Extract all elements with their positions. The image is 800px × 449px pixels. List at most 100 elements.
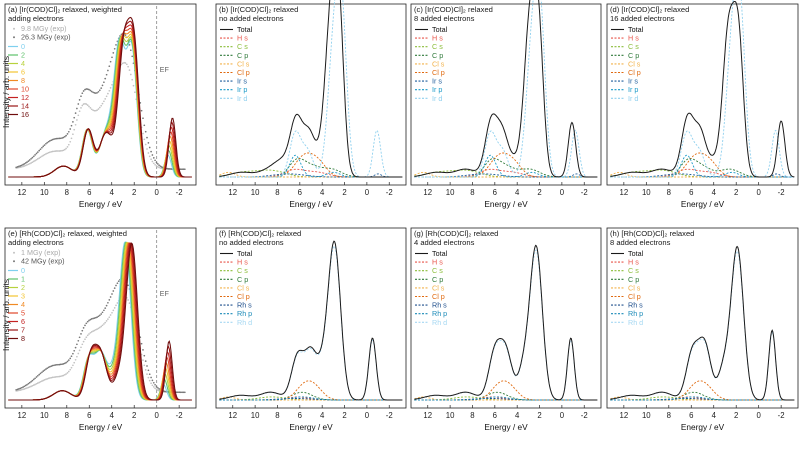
exp-point	[150, 382, 152, 385]
legend-entry: Rh d	[432, 318, 447, 327]
exp-point	[74, 346, 77, 349]
x-axis-label: Energy / eV	[681, 199, 725, 209]
legend-entry: 2	[21, 51, 25, 60]
exp-point	[89, 107, 92, 109]
exp-point	[58, 137, 61, 140]
x-tick-label: 2	[132, 188, 136, 197]
x-tick-label: 10	[446, 411, 455, 420]
exp-point	[146, 365, 148, 367]
exp-point	[166, 167, 169, 170]
x-tick-label: 8	[65, 411, 69, 420]
exp-point	[100, 313, 103, 315]
x-tick-label: 10	[40, 411, 49, 420]
exp-point	[50, 150, 53, 153]
exp-point	[155, 165, 158, 167]
exp-point	[167, 167, 170, 170]
exp-point	[156, 163, 159, 165]
exp-point	[85, 336, 88, 339]
exp-point	[182, 391, 185, 394]
exp-point	[108, 89, 111, 92]
exp-point	[55, 137, 58, 140]
x-tick-label: 8	[667, 411, 671, 420]
x-tick-label: 0	[560, 188, 565, 197]
exp-point	[121, 62, 124, 65]
exp-point	[46, 367, 49, 370]
exp-point	[98, 314, 101, 317]
exp-point	[69, 357, 72, 360]
exp-point	[105, 95, 108, 98]
panel-g: 12 10 8 6 4 2 0 -2 Energy / eV (g) [Rh(COD)Cl]₂ r…	[410, 227, 602, 432]
exp-point	[93, 92, 96, 94]
exp-point	[24, 384, 27, 387]
exp-point	[103, 100, 105, 103]
exp-point	[49, 377, 51, 379]
exp-point	[103, 81, 105, 84]
legend-entry: 0	[21, 266, 25, 275]
exp-point	[72, 352, 74, 355]
x-tick-label: 12	[228, 411, 237, 420]
exp-point	[34, 383, 36, 386]
x-tick-label: 0	[365, 188, 370, 197]
exp-point	[50, 139, 53, 142]
y-axis-label-bottom: Intensity / arb. units	[1, 279, 11, 351]
total-dos-line	[610, 1, 795, 178]
x-tick-label: 6	[689, 188, 693, 197]
exp-point	[181, 391, 183, 394]
exp-point	[147, 376, 150, 379]
exp-point	[182, 168, 185, 171]
exp-point	[18, 165, 20, 168]
exp-point	[108, 316, 111, 319]
pdos-c-p	[414, 157, 597, 178]
x-axis-label: Energy / eV	[681, 422, 725, 432]
legend-entry: 9.8 MGy (exp)	[21, 24, 67, 33]
exp-point	[113, 287, 116, 289]
exp-point	[65, 373, 67, 375]
exp-point	[84, 88, 86, 91]
exp-point	[28, 159, 31, 161]
exp-point	[81, 92, 84, 95]
exp-point	[49, 140, 51, 142]
exp-point	[36, 151, 39, 153]
exp-point	[103, 323, 105, 325]
exp-point	[90, 331, 93, 333]
exp-point	[109, 60, 112, 63]
exp-point	[69, 140, 72, 143]
exp-point	[88, 105, 90, 108]
exp-point	[155, 385, 158, 388]
exp-point	[100, 104, 103, 107]
x-tick-label: -2	[778, 411, 785, 420]
exp-point	[85, 322, 88, 325]
exp-point	[59, 375, 62, 378]
x-tick-label: 12	[423, 188, 432, 197]
legend-entry: Cl p	[628, 68, 641, 77]
exp-point	[38, 381, 41, 384]
exp-point	[142, 117, 144, 120]
exp-point	[84, 338, 86, 341]
exp-point	[144, 369, 147, 371]
legend-entry: 1	[21, 275, 25, 284]
legend-entry: C s	[237, 42, 248, 51]
legend-entry: Rh d	[628, 318, 643, 327]
panel-h: 12 10 8 6 4 2 0 -2 Energy / eV (h) [Rh(COD)Cl]₂ r…	[606, 227, 799, 432]
total-dos-line	[610, 245, 795, 401]
exp-point	[42, 154, 45, 157]
exp-point	[88, 333, 90, 335]
exp-point	[30, 162, 32, 164]
total-dos-line	[414, 244, 598, 401]
pdos-ir-d	[414, 0, 597, 178]
x-axis-label: Energy / eV	[484, 422, 528, 432]
exp-point	[156, 386, 159, 389]
fermi-level-label: EF	[160, 65, 170, 74]
exp-point	[86, 88, 89, 90]
legend-entry: 26.3 MGy (exp)	[21, 33, 71, 42]
exp-point	[74, 358, 77, 361]
x-tick-label: 2	[537, 188, 541, 197]
exp-point	[128, 69, 131, 71]
exp-point	[27, 382, 30, 385]
x-tick-label: 12	[423, 411, 432, 420]
exp-point	[147, 152, 150, 154]
x-axis-label: Energy / eV	[484, 199, 528, 209]
exp-point	[23, 385, 26, 388]
